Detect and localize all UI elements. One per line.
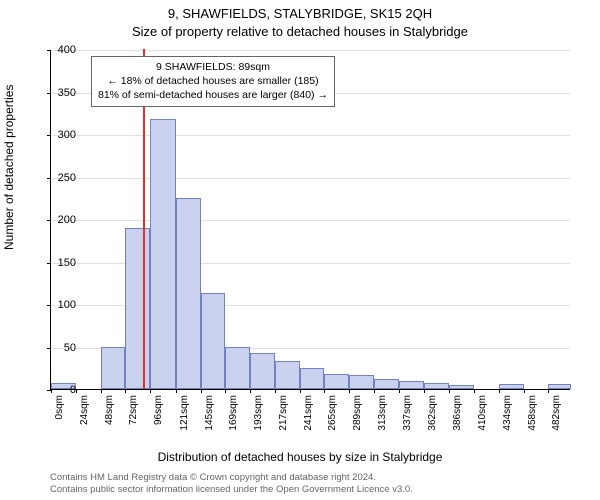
footer-line-2: Contains public sector information licen… <box>50 484 413 496</box>
x-tick-label: 217sqm <box>278 395 289 445</box>
histogram-bar <box>374 379 399 389</box>
x-tick-mark <box>225 389 226 393</box>
x-tick-label: 362sqm <box>427 395 438 445</box>
x-tick-label: 145sqm <box>204 395 215 445</box>
x-tick-label: 193sqm <box>253 395 264 445</box>
x-tick-label: 265sqm <box>327 395 338 445</box>
x-tick-mark <box>101 389 102 393</box>
footer-line-1: Contains HM Land Registry data © Crown c… <box>50 472 413 484</box>
y-tick-label: 200 <box>46 214 76 226</box>
x-tick-label: 0sqm <box>54 395 65 445</box>
x-tick-label: 337sqm <box>402 395 413 445</box>
x-tick-label: 410sqm <box>477 395 488 445</box>
grid-line <box>51 135 570 136</box>
x-tick-mark <box>125 389 126 393</box>
histogram-bar <box>449 385 474 389</box>
chart-supertitle: 9, SHAWFIELDS, STALYBRIDGE, SK15 2QH <box>0 6 600 21</box>
x-tick-label: 24sqm <box>79 395 90 445</box>
histogram-bar <box>225 347 250 390</box>
histogram-bar <box>201 293 226 389</box>
x-tick-mark <box>449 389 450 393</box>
histogram-bar <box>399 381 425 389</box>
y-tick-label: 300 <box>46 129 76 141</box>
x-tick-mark <box>300 389 301 393</box>
histogram-bar <box>176 198 201 389</box>
x-tick-label: 289sqm <box>352 395 363 445</box>
x-tick-mark <box>499 389 500 393</box>
x-tick-mark <box>150 389 151 393</box>
annotation-box: 9 SHAWFIELDS: 89sqm ← 18% of detached ho… <box>91 56 335 107</box>
grid-line <box>51 178 570 179</box>
histogram-bar <box>499 384 524 389</box>
x-tick-mark <box>548 389 549 393</box>
x-tick-label: 72sqm <box>128 395 139 445</box>
annotation-line-1: 9 SHAWFIELDS: 89sqm <box>98 60 328 74</box>
grid-line <box>51 50 570 51</box>
x-tick-label: 48sqm <box>104 395 115 445</box>
histogram-bar <box>548 384 571 389</box>
grid-line <box>51 220 570 221</box>
x-tick-mark <box>324 389 325 393</box>
histogram-bar <box>101 347 126 390</box>
x-tick-mark <box>176 389 177 393</box>
x-tick-mark <box>374 389 375 393</box>
x-tick-mark <box>275 389 276 393</box>
plot-area: 9 SHAWFIELDS: 89sqm ← 18% of detached ho… <box>50 50 570 390</box>
x-tick-label: 96sqm <box>153 395 164 445</box>
x-tick-label: 482sqm <box>551 395 562 445</box>
histogram-bar <box>150 119 176 389</box>
y-tick-label: 350 <box>46 87 76 99</box>
x-tick-mark <box>201 389 202 393</box>
histogram-bar <box>349 375 374 389</box>
x-tick-label: 386sqm <box>452 395 463 445</box>
x-tick-mark <box>349 389 350 393</box>
x-tick-label: 121sqm <box>179 395 190 445</box>
y-tick-label: 100 <box>46 299 76 311</box>
histogram-bar <box>324 374 349 389</box>
x-tick-mark <box>250 389 251 393</box>
x-tick-label: 169sqm <box>228 395 239 445</box>
x-tick-label: 458sqm <box>527 395 538 445</box>
chart-title: Size of property relative to detached ho… <box>0 24 600 39</box>
y-tick-label: 150 <box>46 257 76 269</box>
x-axis-label: Distribution of detached houses by size … <box>0 450 600 464</box>
x-tick-label: 434sqm <box>502 395 513 445</box>
histogram-bar <box>300 368 325 389</box>
histogram-bar <box>424 383 449 389</box>
annotation-line-2: ← 18% of detached houses are smaller (18… <box>98 74 328 88</box>
chart-container: 9, SHAWFIELDS, STALYBRIDGE, SK15 2QH Siz… <box>0 0 600 500</box>
histogram-bar <box>275 361 300 389</box>
footer-attribution: Contains HM Land Registry data © Crown c… <box>50 472 413 496</box>
y-tick-label: 50 <box>46 342 76 354</box>
x-tick-mark <box>474 389 475 393</box>
histogram-bar <box>250 353 275 389</box>
x-tick-mark <box>424 389 425 393</box>
y-axis-label: Number of detached properties <box>2 85 16 250</box>
x-tick-label: 241sqm <box>303 395 314 445</box>
x-tick-label: 313sqm <box>377 395 388 445</box>
annotation-line-3: 81% of semi-detached houses are larger (… <box>98 88 328 102</box>
x-tick-mark <box>399 389 400 393</box>
x-tick-mark <box>524 389 525 393</box>
y-tick-label: 400 <box>46 44 76 56</box>
y-tick-label: 250 <box>46 172 76 184</box>
histogram-bar <box>125 228 150 390</box>
